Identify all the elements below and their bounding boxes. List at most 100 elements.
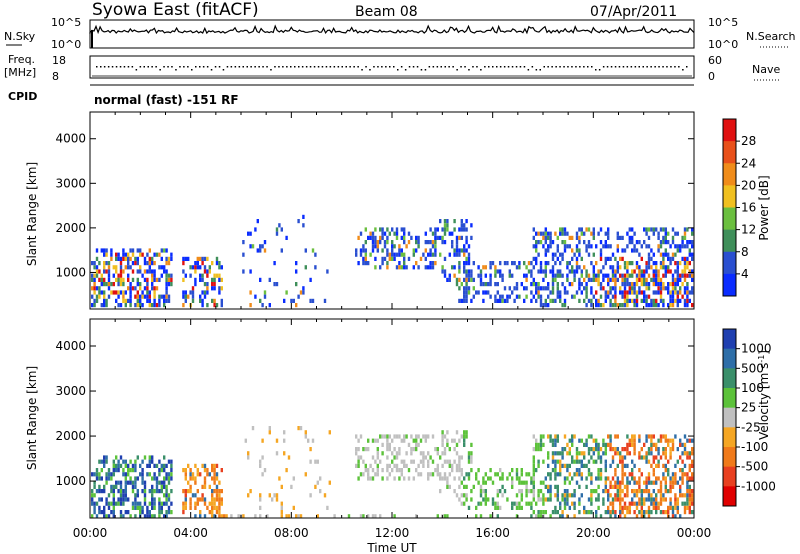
colorbar-swatch (723, 466, 736, 487)
scatter-cell (463, 277, 466, 282)
scatter-cell (544, 231, 547, 236)
scatter-cell (547, 484, 550, 489)
scatter-cell (285, 290, 288, 295)
scatter-cell (544, 252, 547, 257)
scatter-cell (167, 256, 171, 261)
colorbar-label: Power [dB] (757, 175, 771, 240)
scatter-cell (299, 426, 303, 431)
scatter-cell (566, 497, 569, 502)
scatter-cell (561, 231, 564, 236)
scatter-cell (261, 472, 264, 477)
scatter-cell (621, 480, 624, 485)
scatter-cell (556, 472, 559, 477)
scatter-cell (160, 294, 163, 299)
scatter-cell (304, 434, 307, 439)
scatter-cell (134, 463, 137, 468)
nsky-scale-bottom: 10^0 (51, 38, 81, 51)
scatter-cell (127, 468, 130, 473)
scatter-cell (609, 510, 612, 515)
scatter-cell (621, 290, 624, 295)
scatter-cell (146, 286, 149, 291)
scatter-cell (127, 298, 130, 303)
scatter-cell (419, 438, 423, 443)
scatter-cell (667, 442, 670, 447)
scatter-cell (674, 463, 677, 468)
scatter-cell (153, 252, 156, 257)
freq-point (369, 69, 371, 71)
scatter-cell (688, 484, 691, 489)
scatter-cell (599, 227, 603, 232)
freq-point (353, 66, 355, 68)
scatter-cell (537, 489, 540, 494)
scatter-cell (611, 476, 615, 481)
scatter-cell (443, 269, 447, 274)
scatter-cell (551, 442, 555, 447)
scatter-cell (609, 480, 612, 485)
scatter-cell (141, 505, 144, 510)
freq-point (559, 66, 561, 68)
scatter-cell (431, 252, 435, 257)
scatter-cell (434, 231, 437, 236)
scatter-cell (535, 442, 538, 447)
scatter-cell (362, 459, 365, 464)
scatter-cell (443, 447, 447, 452)
scatter-cell (427, 472, 430, 477)
scatter-cell (659, 240, 663, 245)
scatter-cell (688, 510, 691, 515)
scatter-cell (465, 286, 468, 291)
scatter-cell (532, 468, 535, 473)
scatter-cell (167, 493, 171, 498)
scatter-cell (633, 438, 636, 443)
scatter-cell (547, 463, 550, 468)
scatter-cell (194, 277, 197, 282)
scatter-cell (112, 282, 115, 287)
scatter-cell (441, 463, 444, 468)
scatter-cell (398, 447, 401, 452)
scatter-cell (631, 248, 634, 253)
scatter-cell (249, 244, 252, 249)
scatter-cell (129, 480, 132, 485)
scatter-cell (585, 282, 588, 287)
scatter-cell (424, 248, 427, 253)
scatter-cell (621, 294, 624, 299)
scatter-cell (691, 451, 694, 456)
scatter-cell (194, 282, 197, 287)
freq-point (674, 66, 676, 68)
scatter-cell (655, 501, 658, 506)
scatter-cell (647, 265, 651, 270)
scatter-cell (655, 447, 658, 452)
scatter-cell (211, 463, 214, 468)
scatter-cell (273, 261, 276, 266)
time-axis-label: Time UT (366, 541, 417, 554)
scatter-cell (616, 497, 619, 502)
scatter-cell (535, 256, 538, 261)
scatter-cell (160, 273, 163, 278)
scatter-cell (669, 501, 672, 506)
scatter-cell (117, 468, 120, 473)
scatter-cell (554, 472, 557, 477)
scatter-cell (556, 248, 559, 253)
scatter-cell (424, 240, 427, 245)
scatter-cell (676, 294, 679, 299)
freq-scale-bottom: 8 (52, 70, 59, 83)
scatter-cell (573, 252, 576, 257)
scatter-cell (583, 265, 586, 270)
freq-point (539, 69, 541, 71)
scatter-cell (215, 505, 219, 510)
scatter-cell (117, 489, 120, 494)
scatter-cell (309, 493, 312, 498)
scatter-cell (580, 273, 583, 278)
scatter-cell (446, 484, 449, 489)
scatter-cell (523, 298, 526, 303)
scatter-cell (494, 294, 497, 299)
scatter-cell (453, 489, 456, 494)
scatter-cell (544, 265, 547, 270)
scatter-cell (242, 240, 245, 245)
scatter-cell (614, 290, 617, 295)
scatter-cell (467, 286, 471, 291)
scatter-cell (391, 468, 394, 473)
scatter-cell (95, 256, 99, 261)
scatter-cell (110, 484, 113, 489)
scatter-cell (458, 252, 461, 257)
scatter-cell (479, 277, 483, 282)
